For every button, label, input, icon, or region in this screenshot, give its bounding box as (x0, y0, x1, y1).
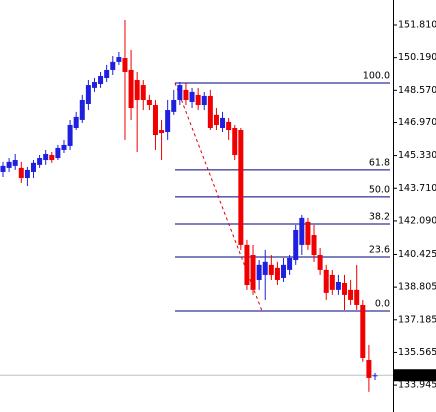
y-tick-label: 142.090 (398, 215, 436, 226)
fib-label: 38.2 (369, 211, 390, 222)
candle-body (232, 127, 238, 156)
candle-body (287, 258, 293, 270)
candle-body (49, 155, 55, 161)
candle-body (159, 130, 165, 134)
candle-body (256, 264, 262, 280)
candle-body (274, 267, 280, 280)
y-tick-label: 135.565 (398, 347, 436, 358)
candle-body (85, 85, 91, 105)
candle-body (6, 161, 12, 168)
y-tick-label: 150.190 (398, 52, 436, 63)
candle-body (37, 158, 43, 165)
candle-body (226, 121, 232, 131)
candle-body (67, 124, 73, 146)
candle-body (79, 99, 85, 120)
candle-body (12, 160, 18, 166)
y-tick-label: 138.805 (398, 282, 436, 293)
current-price-box (394, 369, 436, 382)
fib-label: 61.8 (369, 157, 390, 168)
y-tick-label: 151.810 (398, 19, 436, 30)
y-tick-label: 133.945 (398, 380, 436, 391)
current-price-label: 134.434 (396, 370, 435, 381)
candle-body (281, 264, 287, 278)
candle-body (24, 169, 30, 178)
candle-body (268, 264, 274, 275)
candle-body (91, 82, 97, 88)
candle-body (323, 269, 329, 293)
candle-body (152, 105, 158, 136)
fib-label: 23.6 (369, 244, 390, 255)
y-tick-label: 145.330 (398, 150, 436, 161)
candle-body (213, 114, 219, 125)
fib-label: 100.0 (363, 71, 390, 82)
candle-body (238, 130, 244, 245)
candle-body (140, 85, 146, 100)
candle-body (335, 281, 341, 290)
candle-body (329, 274, 335, 290)
candle-body (195, 94, 201, 106)
candle-body (177, 85, 183, 100)
y-tick-label: 137.185 (398, 314, 436, 325)
candle-body (171, 99, 177, 112)
candle-body (348, 289, 354, 300)
candle-body (73, 116, 79, 128)
candle-body (360, 304, 366, 358)
candle-body (250, 254, 256, 290)
candle-body (220, 117, 226, 128)
candle-body (317, 254, 323, 270)
candle-body (122, 58, 128, 72)
candle-body (165, 110, 171, 133)
candle-body (244, 244, 250, 286)
candle-body (366, 359, 372, 378)
candle-body (104, 69, 110, 79)
candle-body (128, 69, 134, 109)
candle-body (61, 144, 67, 150)
candle-body (201, 95, 207, 106)
candle-body (110, 61, 116, 70)
candle-body (98, 75, 104, 85)
fib-label: 0.0 (375, 299, 390, 310)
candle-body (146, 99, 152, 106)
candle-body (299, 217, 305, 245)
candle-body (207, 95, 213, 128)
candle-body (342, 282, 348, 295)
candle-body (0, 165, 6, 172)
candle-body (189, 91, 195, 102)
candle-body (293, 229, 299, 261)
candle-body (305, 221, 311, 245)
candle-body (116, 57, 122, 62)
candle-body (372, 375, 378, 377)
fib-label: 50.0 (369, 184, 390, 195)
y-tick-label: 140.425 (398, 249, 436, 260)
candle-body (262, 261, 268, 275)
y-tick-label: 143.710 (398, 183, 436, 194)
candle-body (18, 167, 24, 178)
candle-body (183, 89, 189, 100)
y-tick-label: 146.970 (398, 117, 436, 128)
y-tick-label: 148.570 (398, 85, 436, 96)
candle-body (30, 162, 36, 172)
fib-trend-line (174, 82, 263, 312)
candle-body (311, 235, 317, 255)
candle-body (134, 80, 140, 100)
candle-body (43, 153, 49, 161)
candle-body (354, 289, 360, 305)
candle-body (55, 147, 61, 159)
